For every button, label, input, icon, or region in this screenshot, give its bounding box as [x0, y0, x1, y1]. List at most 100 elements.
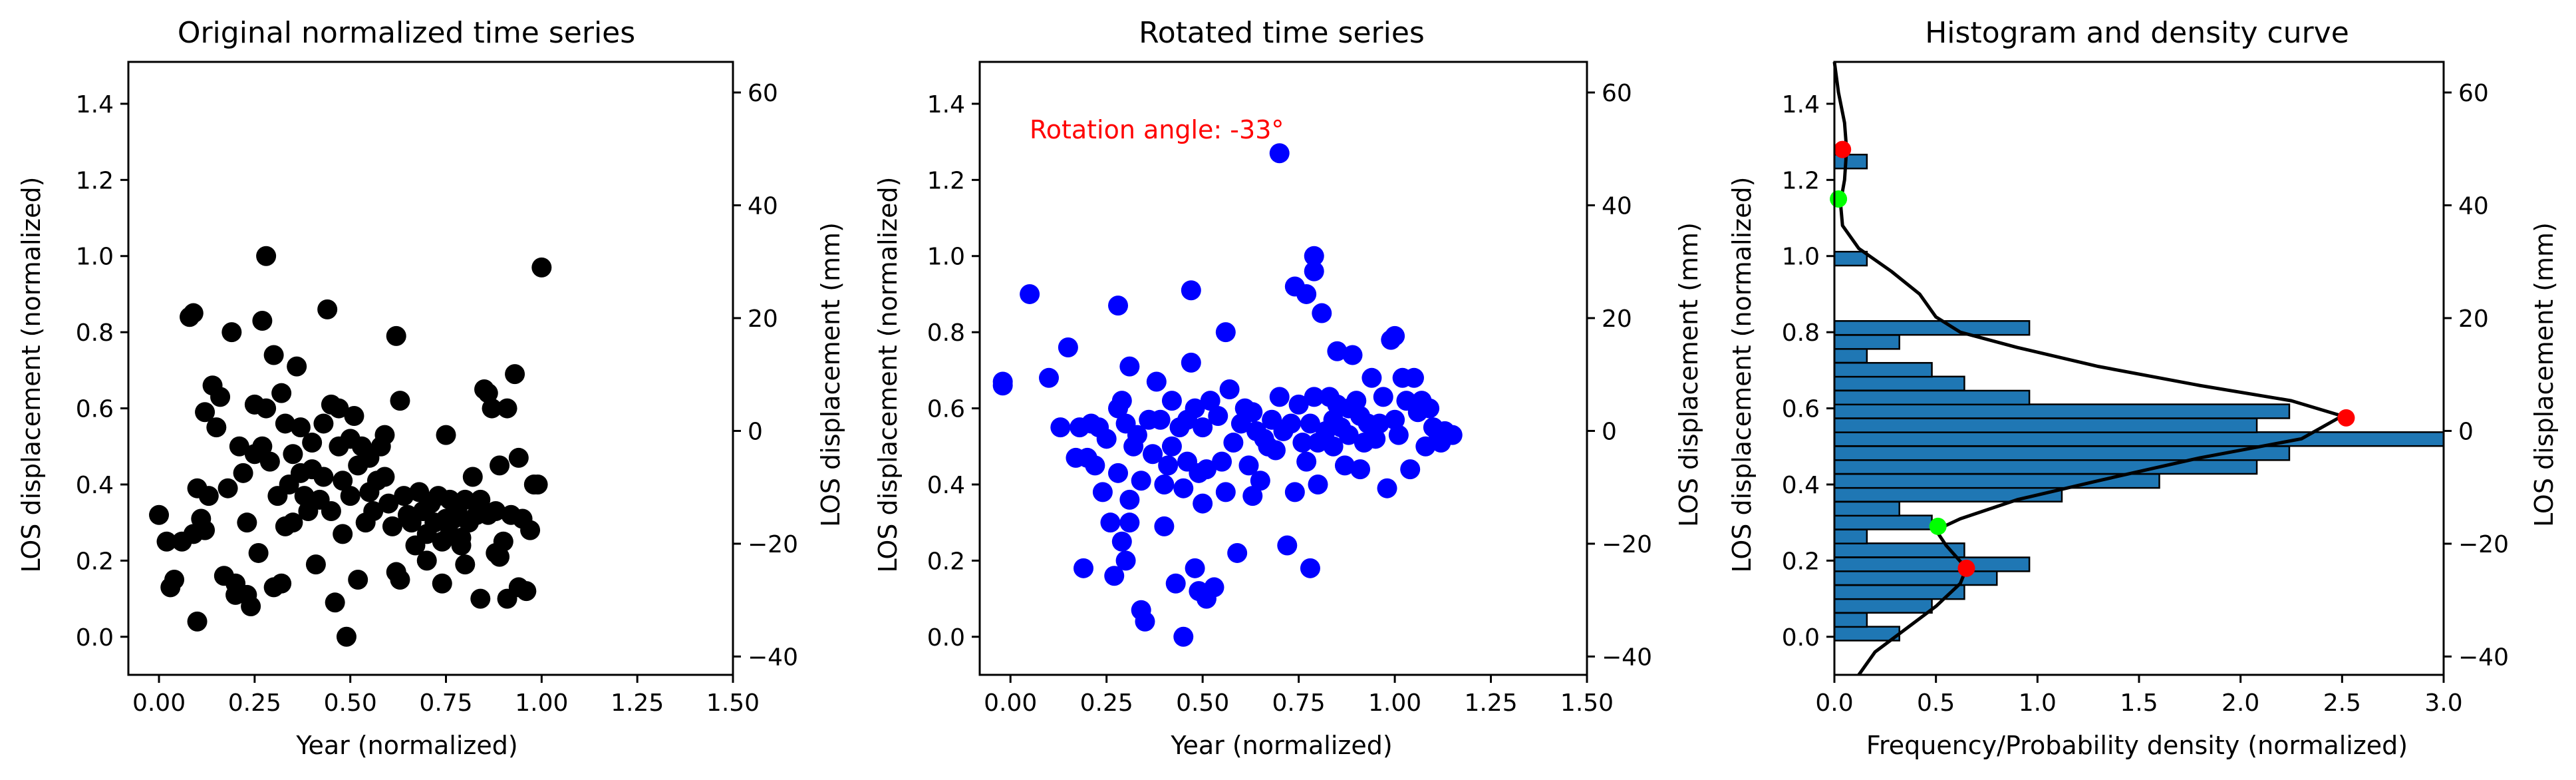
data-point	[302, 433, 323, 453]
data-point	[363, 501, 384, 522]
y-tick-label-right: 40	[2458, 192, 2489, 220]
histogram-bar	[1833, 473, 2160, 489]
data-point	[1150, 409, 1171, 430]
y-tick-label: 1.0	[1782, 244, 1820, 271]
data-point	[470, 489, 491, 510]
histogram-bar	[1833, 347, 1868, 364]
data-point	[1208, 406, 1228, 427]
data-point	[1238, 455, 1259, 476]
data-point	[1342, 345, 1363, 365]
y-tick-label-right: −40	[2458, 644, 2509, 671]
x-tick-label: 0.25	[1080, 689, 1133, 717]
data-point	[1058, 337, 1078, 358]
y-tick-label-right: 20	[1602, 305, 1632, 333]
y-tick-label: 1.0	[927, 244, 965, 271]
data-point	[1092, 482, 1113, 502]
data-point	[1277, 535, 1298, 556]
data-point	[1085, 455, 1105, 476]
highlight-marker	[2337, 409, 2355, 427]
y-tick-label-right: 60	[748, 80, 778, 107]
data-point	[183, 303, 204, 323]
data-point	[1323, 436, 1344, 457]
data-point	[1284, 482, 1305, 502]
data-point	[329, 398, 349, 419]
data-point	[195, 520, 215, 540]
y-tick-label: 0.6	[76, 396, 114, 423]
data-point	[1227, 542, 1248, 563]
data-point	[256, 246, 277, 266]
data-point	[1419, 398, 1440, 419]
data-point	[252, 436, 273, 457]
data-point	[1115, 550, 1136, 571]
data-point	[333, 524, 353, 544]
data-point	[1204, 577, 1224, 598]
data-point	[416, 550, 437, 571]
data-point	[1193, 417, 1213, 438]
data-point	[344, 406, 364, 427]
x-tick-label: 1.00	[1368, 689, 1421, 717]
x-tick-label: 1.25	[611, 689, 664, 717]
data-point	[490, 546, 510, 567]
data-point	[1269, 143, 1290, 164]
data-point	[217, 478, 238, 498]
panel-title: Histogram and density curve	[1925, 16, 2349, 50]
data-point	[1161, 436, 1182, 457]
data-point	[527, 474, 548, 494]
data-point	[455, 554, 476, 575]
data-point	[248, 542, 269, 563]
data-point	[531, 257, 552, 278]
data-point	[287, 356, 307, 377]
data-point	[187, 611, 208, 632]
y-tick-label: 1.2	[927, 167, 965, 194]
x-tick-label: 0.75	[419, 689, 472, 717]
data-point	[992, 375, 1013, 396]
data-point	[1119, 512, 1140, 533]
data-point	[1223, 433, 1244, 453]
plot-area: 0.00 0.25 0.50 0.75 1.00 1.25 1.500.00.20.40.6…	[927, 61, 1652, 717]
x-tick-label: 0.5	[1917, 689, 1955, 717]
data-point	[462, 467, 483, 487]
x-tick-label: 3.0	[2424, 689, 2462, 717]
data-point	[1143, 444, 1163, 465]
data-point	[1154, 474, 1175, 494]
x-tick-label: 1.5	[2120, 689, 2158, 717]
data-point	[325, 592, 345, 613]
x-tick-label: 1.0	[2019, 689, 2057, 717]
y-tick-label: 0.2	[1782, 548, 1820, 575]
data-point	[156, 531, 177, 552]
x-tick-label: 0.25	[228, 689, 281, 717]
x-tick-label: 0.00	[132, 689, 186, 717]
data-point	[1265, 440, 1286, 461]
data-point	[386, 325, 406, 346]
y-tick-label-right: −20	[1602, 531, 1652, 558]
x-tick-label: 2.5	[2323, 689, 2361, 717]
data-point	[1296, 451, 1317, 472]
data-point	[283, 512, 303, 533]
data-point	[374, 467, 395, 487]
data-point	[1158, 455, 1179, 476]
y-tick-label-right: 20	[748, 305, 778, 333]
data-point	[1288, 394, 1309, 415]
x-axis-label: Year (normalized)	[295, 731, 517, 760]
data-point	[508, 447, 529, 468]
data-point	[520, 520, 541, 540]
data-point	[1300, 413, 1320, 434]
data-point	[1250, 471, 1270, 491]
panel-histogram: Histogram and density curve 0.0 0.5 1.0 1.5…	[1727, 16, 2559, 760]
data-point	[321, 501, 341, 522]
y-tick-label-right: 0	[748, 418, 763, 445]
data-point	[1196, 459, 1216, 480]
rotation-annotation: Rotation angle: -33°	[1030, 115, 1284, 144]
y-axis-label: LOS displacement (normalized)	[1727, 177, 1757, 573]
data-point	[271, 573, 292, 594]
data-point	[1212, 451, 1232, 472]
data-point	[1292, 433, 1313, 453]
data-point	[378, 493, 399, 514]
y-tick-label: 0.2	[927, 548, 965, 575]
data-point	[1361, 367, 1382, 388]
y-tick-label: 0.6	[927, 396, 965, 423]
data-point	[1073, 558, 1094, 578]
y-tick-label: 1.4	[76, 91, 114, 118]
data-point	[394, 486, 414, 506]
